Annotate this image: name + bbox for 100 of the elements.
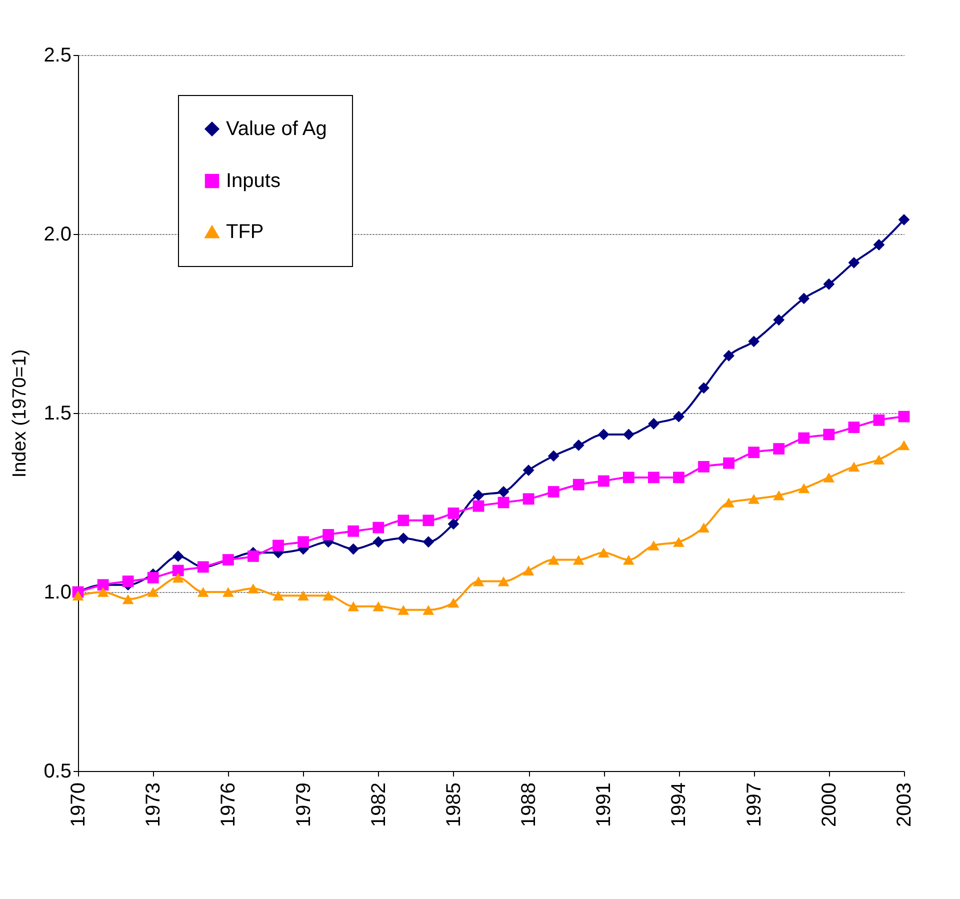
point [823, 428, 835, 440]
point [748, 494, 760, 504]
point [472, 490, 484, 502]
point [723, 350, 734, 362]
point [122, 576, 134, 587]
point [472, 576, 484, 586]
point [748, 336, 760, 348]
point [848, 256, 860, 268]
legend-label: Value of Ag [226, 118, 327, 140]
legend-label: Inputs [226, 170, 280, 192]
point [798, 432, 810, 444]
y-axis-title: Index (1970=1) [10, 349, 31, 478]
point [873, 414, 885, 426]
point [698, 461, 710, 472]
point [498, 486, 510, 498]
point [372, 601, 384, 612]
point [248, 550, 259, 562]
point [622, 472, 634, 484]
x-tick-label: 1997 [743, 782, 766, 827]
point [422, 604, 434, 615]
point [723, 498, 734, 508]
point [147, 572, 159, 584]
point [648, 472, 660, 484]
point [498, 576, 510, 586]
point [372, 536, 384, 548]
point [748, 446, 760, 458]
point [548, 486, 560, 498]
point [698, 522, 710, 532]
point [448, 598, 460, 608]
point [898, 214, 910, 226]
point [172, 572, 184, 583]
point [197, 587, 209, 597]
x-tick-label: 1970 [68, 782, 90, 827]
point [673, 410, 684, 422]
point [848, 462, 860, 472]
point [898, 410, 910, 422]
y-tick-label: 0.5 [44, 760, 72, 782]
point [598, 475, 610, 487]
point [548, 554, 560, 565]
point [147, 587, 159, 597]
point [498, 496, 510, 508]
point [448, 508, 460, 519]
point [773, 490, 785, 500]
point [773, 443, 785, 454]
x-tick-label: 1988 [518, 782, 540, 827]
point [673, 536, 684, 547]
point [898, 440, 910, 450]
point [698, 382, 710, 394]
point [848, 422, 860, 434]
point [398, 604, 410, 615]
point [798, 292, 810, 304]
legend-label: TFP [226, 221, 264, 243]
point [823, 472, 835, 482]
point [572, 554, 584, 565]
point [572, 478, 584, 490]
point [322, 590, 334, 601]
point [398, 514, 410, 526]
point [448, 518, 460, 530]
y-tick-label: 1.5 [44, 402, 72, 424]
x-tick-label: 1979 [292, 782, 315, 827]
x-tick-label: 1973 [142, 782, 165, 827]
x-tick-label: 2003 [894, 782, 916, 827]
point [522, 566, 534, 576]
point [72, 590, 84, 601]
point [622, 428, 634, 440]
point [298, 590, 309, 601]
x-tick-label: 1994 [668, 782, 690, 827]
x-tick-label: 2000 [818, 782, 840, 827]
point [398, 532, 410, 544]
point [298, 536, 309, 548]
point [172, 564, 184, 576]
point [873, 239, 885, 250]
point [773, 314, 785, 326]
y-tick-label: 2.0 [44, 224, 72, 246]
point [248, 583, 259, 594]
point [322, 529, 334, 540]
point [572, 440, 584, 451]
point [648, 540, 660, 550]
point [548, 450, 560, 462]
point [348, 601, 360, 612]
point [348, 525, 360, 537]
point [222, 587, 234, 597]
point [122, 594, 134, 604]
point [522, 464, 534, 476]
point [598, 548, 610, 558]
x-tick-label: 1982 [368, 782, 390, 827]
point [472, 500, 484, 512]
point [422, 514, 434, 526]
point [172, 550, 184, 562]
point [648, 418, 660, 430]
x-tick-label: 1991 [593, 782, 616, 827]
x-tick-label: 1976 [218, 782, 240, 827]
y-tick-label: 1.0 [44, 582, 72, 604]
point [422, 536, 434, 548]
point [522, 493, 534, 505]
point [622, 554, 634, 565]
point [798, 483, 810, 494]
point [272, 540, 284, 552]
point [598, 428, 610, 440]
y-tick-label: 2.5 [44, 44, 72, 66]
